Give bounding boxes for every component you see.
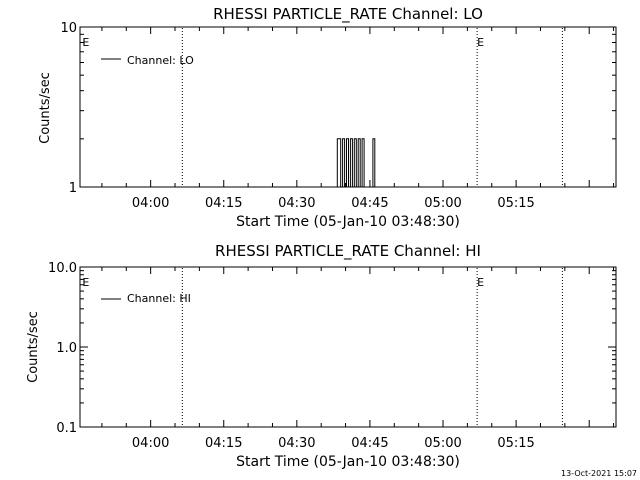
lo-x-tick-label: 05:15	[497, 196, 534, 211]
hi-y-tick-label: 0.1	[56, 421, 77, 436]
hi-x-axis-label: Start Time (05-Jan-10 03:48:30)	[236, 454, 460, 470]
lo-event-marker: E	[477, 36, 484, 49]
hi-x-tick-label: 05:15	[497, 436, 534, 451]
hi-event-marker: E	[82, 276, 89, 289]
hi-x-tick-label: 04:15	[205, 436, 242, 451]
hi-y-axis-label: Counts/sec	[26, 311, 41, 383]
hi-channel-panel: RHESSI PARTICLE_RATE Channel: HI Start T…	[26, 242, 617, 470]
lo-y-tick-label: 10	[60, 21, 77, 36]
hi-y-tick-label: 10.0	[48, 261, 77, 276]
lo-y-tick-label: 1	[69, 181, 77, 196]
lo-x-tick-label: 04:45	[351, 196, 388, 211]
hi-x-tick-label: 04:45	[351, 436, 388, 451]
hi-x-tick-label: 04:30	[278, 436, 315, 451]
hi-chart-title: RHESSI PARTICLE_RATE Channel: HI	[215, 242, 481, 261]
hi-event-marker: E	[477, 276, 484, 289]
hi-x-tick-label: 05:00	[424, 436, 461, 451]
generation-timestamp: 13-Oct-2021 15:07	[561, 469, 637, 478]
hi-y-tick-label: 1.0	[56, 341, 77, 356]
lo-chart-title: RHESSI PARTICLE_RATE Channel: LO	[213, 5, 483, 24]
lo-x-tick-label: 04:15	[205, 196, 242, 211]
lo-x-tick-label: 05:00	[424, 196, 461, 211]
lo-y-axis-label: Counts/sec	[38, 72, 53, 144]
lo-x-axis-label: Start Time (05-Jan-10 03:48:30)	[236, 214, 460, 230]
lo-x-tick-label: 04:30	[278, 196, 315, 211]
lo-series-line	[335, 138, 380, 188]
hi-legend-label: Channel: HI	[127, 292, 191, 305]
lo-channel-panel: RHESSI PARTICLE_RATE Channel: LO Start T…	[38, 5, 617, 230]
lo-x-tick-label: 04:00	[132, 196, 169, 211]
lo-legend-label: Channel: LO	[127, 54, 194, 67]
hi-x-tick-label: 04:00	[132, 436, 169, 451]
lo-event-marker: E	[82, 36, 89, 49]
